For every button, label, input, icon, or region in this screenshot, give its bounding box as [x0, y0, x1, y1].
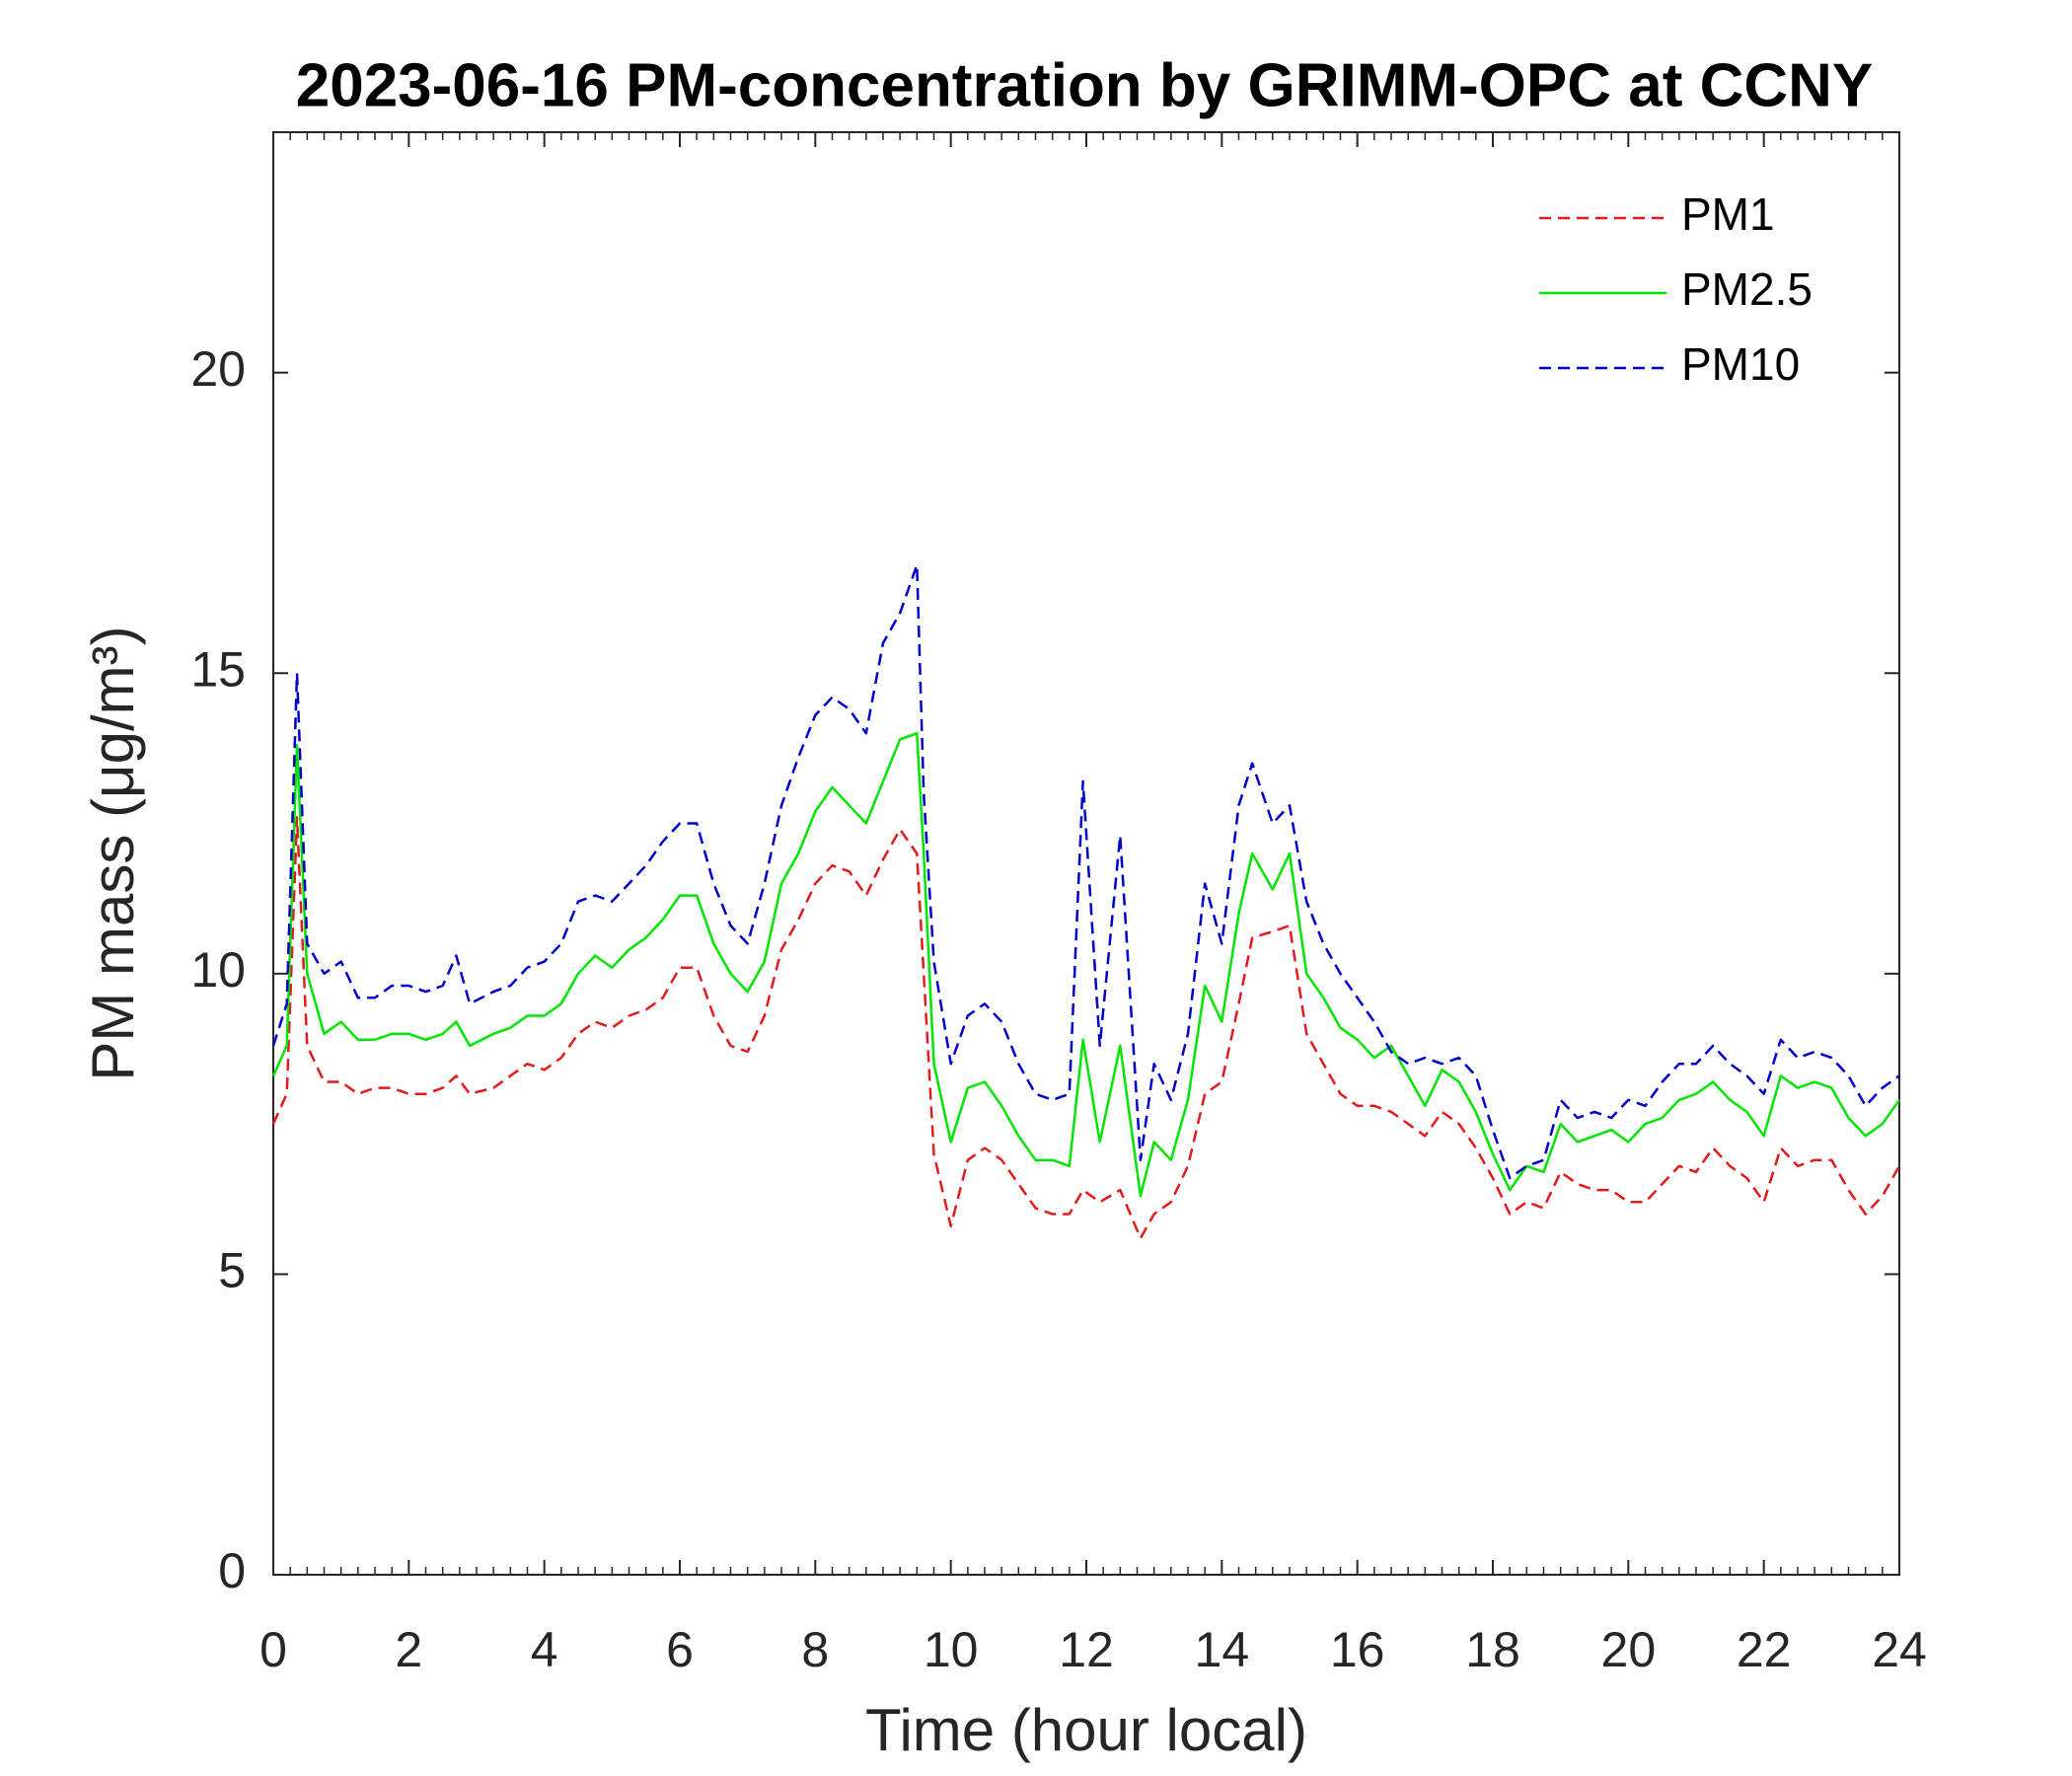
- x-tick-label: 6: [666, 1622, 694, 1677]
- x-axis-label: Time (hour local): [865, 1697, 1307, 1763]
- x-tick-label: 22: [1737, 1622, 1792, 1677]
- legend-label: PM2.5: [1681, 263, 1813, 315]
- legend-label: PM1: [1681, 188, 1775, 240]
- x-tick-label: 2: [395, 1622, 422, 1677]
- x-tick-label: 10: [924, 1622, 979, 1677]
- y-tick-label: 10: [190, 942, 246, 998]
- data-line: [271, 816, 1901, 1240]
- chart-title: 2023-06-16 PM-concentration by GRIMM-OPC…: [296, 51, 1874, 119]
- x-tick-label: 16: [1330, 1622, 1385, 1677]
- x-tick-label: 24: [1872, 1622, 1927, 1677]
- x-tick-label: 14: [1195, 1622, 1250, 1677]
- y-tick-label: 5: [218, 1243, 246, 1298]
- x-tick-label: 0: [259, 1622, 287, 1677]
- x-tick-label: 20: [1601, 1622, 1657, 1677]
- y-axis-label: PM mass (μg/m³): [80, 626, 146, 1080]
- x-tick-label: 8: [801, 1622, 829, 1677]
- y-tick-label: 20: [190, 341, 246, 397]
- x-tick-label: 4: [531, 1622, 558, 1677]
- data-line: [271, 731, 1901, 1198]
- legend-label: PM10: [1681, 338, 1800, 390]
- data-line: [271, 563, 1900, 1180]
- x-tick-label: 12: [1059, 1622, 1114, 1677]
- y-tick-label: 0: [218, 1543, 246, 1598]
- x-tick-label: 18: [1465, 1622, 1520, 1677]
- y-tick-label: 15: [190, 641, 246, 697]
